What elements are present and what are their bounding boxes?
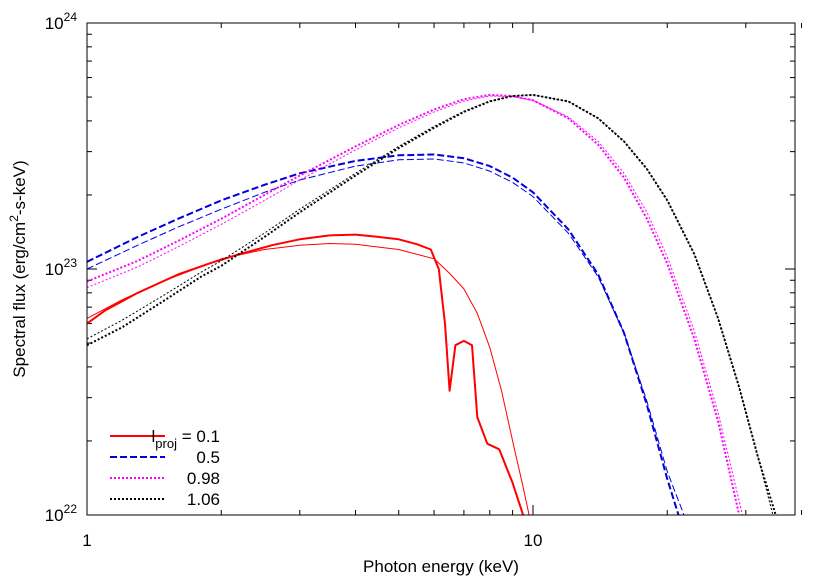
y-axis-label: Spectral flux (erg/cm2-s-keV) <box>7 160 29 377</box>
legend: lproj = 0.10.5 0.98 1.06 <box>110 427 220 509</box>
plot-frame <box>86 22 796 516</box>
tick-marks <box>86 22 803 516</box>
series-line-thick <box>86 233 525 516</box>
x-tick-label: 10 <box>524 531 543 550</box>
legend-label: 0.98 <box>187 469 220 488</box>
legend-label: 1.06 <box>187 490 220 509</box>
x-axis-label: Photon energy (keV) <box>363 557 519 576</box>
series-2 <box>86 93 743 516</box>
series-0 <box>86 233 530 516</box>
series-layer <box>86 93 777 516</box>
y-axis-label-prefix: Spectral flux (erg/cm <box>10 222 29 378</box>
y-tick-label: 1022 <box>45 502 78 525</box>
series-line-thick <box>86 93 777 516</box>
series-line-thick <box>86 153 680 516</box>
series-line-thick <box>86 93 741 516</box>
y-tick-label: 1024 <box>45 10 78 33</box>
tick-labels: 1 10 1022 1023 1024 <box>45 10 543 550</box>
series-1 <box>86 153 685 516</box>
legend-label: lproj = 0.1 <box>152 427 220 451</box>
series-3 <box>86 93 777 516</box>
y-axis-label-sup: 2 <box>7 215 21 222</box>
series-line-thin <box>86 95 743 516</box>
x-tick-label: 1 <box>82 531 91 550</box>
y-axis-label-suffix: -s-keV) <box>10 160 29 215</box>
legend-label: 0.5 <box>196 448 220 467</box>
y-tick-label: 1023 <box>45 256 78 279</box>
